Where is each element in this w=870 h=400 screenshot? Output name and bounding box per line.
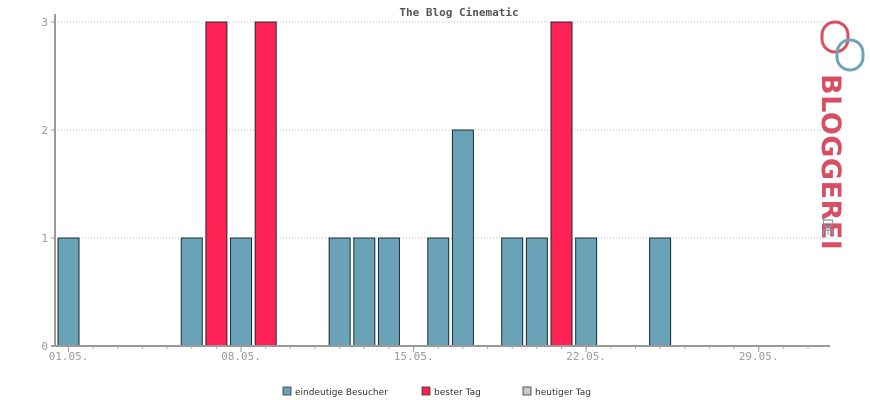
y-tick-label: 1 [41,232,48,245]
x-tick-label: 08.05. [221,350,261,363]
bar [180,237,203,347]
bar [230,237,253,347]
legend-swatch [282,386,292,396]
bar [501,237,524,347]
logo-speech-bubbles-icon [820,20,865,72]
legend-label: eindeutige Besucher [295,388,388,398]
bars [57,21,672,347]
legend-label: heutiger Tag [535,388,591,398]
legend-label: bester Tag [434,388,481,398]
bloggerei-logo: BLOGGEREI .DE [815,20,865,250]
y-tick-label: 0 [41,340,48,353]
bar [649,237,672,347]
bar [254,21,277,347]
bar [57,237,80,347]
bar [377,237,400,347]
x-tick-label: 22.05. [566,350,606,363]
x-tick-label: 29.05. [739,350,779,363]
legend-swatch [421,386,431,396]
bar [525,237,548,347]
bar [550,21,573,347]
axes: 0 1 2 3 01.05. 08.05. 15.05. 22.05. 29.05. [41,14,830,363]
legend-swatch [522,386,532,396]
y-tick-label: 2 [41,124,48,137]
bar [451,129,474,347]
logo-text: BLOGGEREI [815,74,846,250]
x-tick-label: 01.05. [49,350,89,363]
bar [575,237,598,347]
grid-lines [55,21,830,239]
y-tick-label: 3 [41,16,48,29]
bar [328,237,351,347]
legend: eindeutige Besucher bester Tag heutiger Ta… [282,386,591,398]
bar [205,21,228,347]
logo-tld: .DE [819,214,834,236]
x-tick-label: 15.05. [394,350,434,363]
chart-title: The Blog Cinematic [399,6,518,19]
bar [353,237,376,347]
bar [427,237,450,347]
